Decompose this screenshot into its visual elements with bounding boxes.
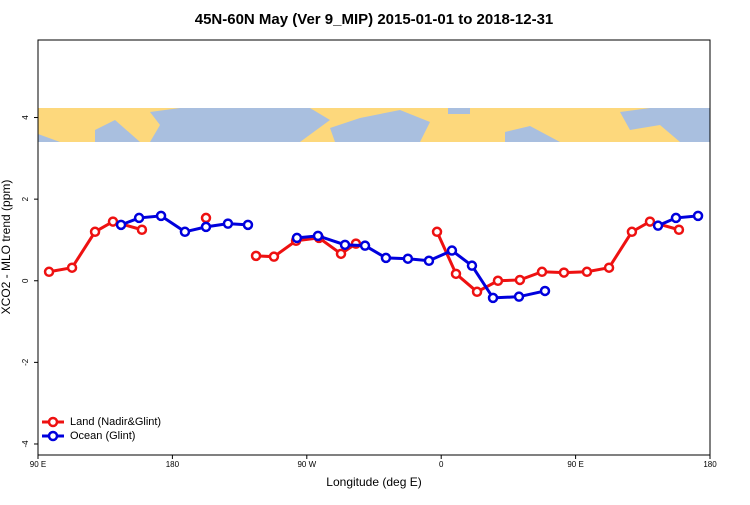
y-tick-label: 2 bbox=[21, 196, 30, 201]
point bbox=[423, 255, 435, 267]
point bbox=[359, 240, 371, 251]
x-tick-label: 90 E bbox=[567, 460, 583, 469]
point bbox=[626, 226, 638, 238]
point bbox=[268, 251, 280, 262]
point bbox=[652, 220, 664, 231]
point bbox=[539, 285, 551, 297]
point bbox=[536, 266, 548, 278]
legend-label: Land (Nadir&Glint) bbox=[70, 416, 161, 428]
point bbox=[513, 291, 525, 302]
legend-marker bbox=[47, 430, 59, 442]
x-tick-label: 90 W bbox=[297, 460, 316, 469]
point bbox=[335, 248, 347, 260]
point bbox=[89, 226, 101, 238]
point bbox=[380, 252, 392, 264]
point bbox=[136, 224, 148, 235]
y-axis-label: XCO2 - MLO trend (ppm) bbox=[0, 180, 13, 315]
y-tick-label: 0 bbox=[21, 278, 30, 283]
x-tick-label: 180 bbox=[703, 460, 717, 469]
chart-title: 45N-60N May (Ver 9_MIP) 2015-01-01 to 20… bbox=[195, 11, 554, 28]
point bbox=[107, 216, 119, 227]
point bbox=[339, 239, 351, 251]
point bbox=[312, 230, 324, 242]
point bbox=[603, 262, 615, 273]
x-tick-label: 0 bbox=[439, 460, 444, 469]
x-tick-label: 90 E bbox=[30, 460, 46, 469]
point bbox=[115, 219, 127, 231]
point bbox=[558, 267, 570, 278]
point bbox=[179, 226, 191, 238]
y-tick-label: -4 bbox=[21, 440, 30, 448]
point bbox=[466, 260, 478, 271]
point bbox=[200, 221, 212, 233]
point bbox=[450, 268, 462, 280]
point bbox=[200, 212, 212, 224]
point bbox=[670, 212, 682, 224]
point bbox=[581, 266, 593, 278]
point bbox=[66, 262, 78, 273]
point bbox=[250, 250, 262, 262]
point bbox=[514, 274, 526, 286]
x-axis-label: Longitude (deg E) bbox=[326, 475, 421, 489]
point bbox=[43, 266, 55, 278]
map-strip bbox=[38, 108, 710, 142]
point bbox=[644, 216, 656, 227]
point bbox=[471, 286, 483, 298]
point bbox=[402, 253, 414, 264]
point bbox=[242, 219, 254, 231]
point bbox=[431, 226, 443, 238]
y-tick-label: -2 bbox=[21, 358, 30, 366]
point bbox=[492, 275, 504, 287]
plot-frame bbox=[37, 39, 711, 456]
legend-label: Ocean (Glint) bbox=[70, 430, 135, 442]
point bbox=[155, 210, 167, 222]
legend-marker bbox=[47, 416, 59, 428]
point bbox=[446, 245, 458, 256]
point bbox=[222, 218, 234, 229]
point bbox=[487, 292, 499, 304]
point bbox=[692, 210, 704, 222]
point bbox=[673, 224, 685, 235]
point bbox=[133, 212, 145, 224]
point bbox=[291, 232, 303, 244]
x-tick-label: 180 bbox=[166, 460, 180, 469]
y-tick-label: 4 bbox=[21, 115, 30, 120]
